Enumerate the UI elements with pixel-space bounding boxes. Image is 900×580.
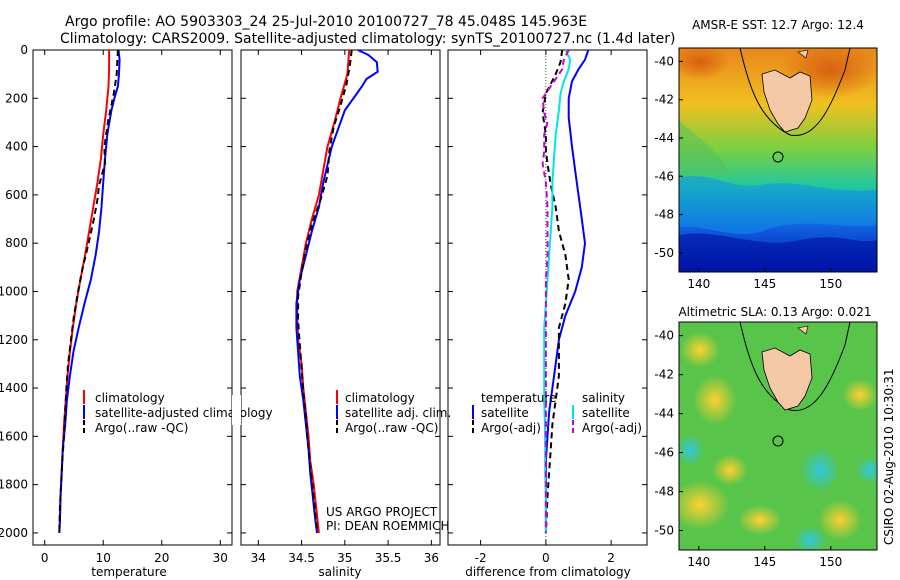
sst-map-ticks: 140 145 150 -40 -42 -44 -46 -48 -50 — [654, 54, 842, 291]
map-y-tick-label: -42 — [654, 368, 674, 382]
map-y-tick-label: -48 — [654, 485, 674, 499]
map-y-tick-label: -44 — [654, 407, 674, 421]
map-x-tick-label: 140 — [687, 555, 710, 569]
y-tick-label: 2000 — [0, 526, 28, 540]
legend-label-temp-argo: Argo(-adj) — [481, 421, 541, 435]
y-tick-label: 1800 — [0, 478, 28, 492]
x-tick-label: 36 — [424, 551, 439, 565]
salinity-axes — [240, 49, 441, 546]
map-y-tick-label: -46 — [654, 446, 674, 460]
salinity-plot: 34 34.5 35 35.5 36 — [241, 49, 440, 565]
map-x-tick-label: 150 — [819, 277, 842, 291]
difference-legend: temperature satellite Argo(-adj) salinit… — [472, 391, 642, 435]
sla-map-ticks: 140 145 150 -40 -42 -44 -46 -48 -50 — [654, 329, 842, 569]
x-tick-label: 35 — [337, 551, 352, 565]
x-tick-label: 20 — [154, 551, 169, 565]
series-line-temperature-argo-adj- — [541, 49, 570, 533]
timestamp-label: CSIRO 02-Aug-2010 10:30:31 — [882, 369, 896, 545]
difference-plot: -2 0 2 — [448, 49, 647, 565]
project-note-line-2: PI: DEAN ROEMMICH — [326, 519, 449, 533]
y-tick-label: 0 — [20, 43, 28, 57]
map-x-tick-label: 150 — [819, 555, 842, 569]
project-note-line-1: US ARGO PROJECT — [326, 505, 438, 519]
map-y-tick-label: -44 — [654, 131, 674, 145]
header-line-1: Argo profile: AO 5903303_24 25-Jul-2010 … — [65, 14, 587, 30]
map-x-tick-label: 145 — [753, 277, 776, 291]
map-y-tick-label: -50 — [654, 524, 674, 538]
sla-map-frame — [678, 321, 878, 551]
y-tick-label: 600 — [5, 188, 28, 202]
series-line-salinity-argo-adj- — [541, 49, 570, 533]
x-tick-label: 0 — [41, 551, 49, 565]
salinity-xlabel: salinity — [318, 565, 361, 579]
sst-map-frame — [678, 47, 878, 273]
y-tick-label: 400 — [5, 140, 28, 154]
x-tick-label: -2 — [475, 551, 487, 565]
sst-argo-marker — [772, 151, 784, 163]
legend-label-sal-argo: Argo(-adj) — [582, 421, 642, 435]
sla-map — [679, 322, 877, 550]
temperature-plot: 0 10 20 30 0 200 400 600 800 1000 1200 1400 1600 1800… — [0, 43, 232, 565]
y-tick-label: 1600 — [0, 429, 28, 443]
x-tick-label: 34 — [251, 551, 266, 565]
series-line-satellite-adjusted-climatology — [58, 49, 121, 533]
y-tick-label: 1400 — [0, 381, 28, 395]
x-tick-label: 2 — [607, 551, 615, 565]
series-line-temperature-satellite — [544, 49, 590, 533]
sla-argo-marker — [772, 435, 784, 447]
map-y-tick-label: -42 — [654, 93, 674, 107]
legend-title-salinity: salinity — [582, 391, 625, 405]
legend-label-argo: Argo(..raw -QC) — [95, 421, 188, 435]
map-y-tick-label: -48 — [654, 208, 674, 222]
legend-label-satellite: satellite adj. clim. — [345, 406, 451, 420]
legend-title-temperature: temperature — [481, 391, 556, 405]
legend-label-sal-satellite: satellite — [582, 406, 630, 420]
y-tick-label: 200 — [5, 91, 28, 105]
map-y-tick-label: -40 — [654, 54, 674, 68]
series-line-argo-raw-qc- — [297, 49, 353, 533]
map-x-tick-label: 145 — [753, 555, 776, 569]
legend-label-temp-satellite: satellite — [481, 406, 529, 420]
map-y-tick-label: -50 — [654, 246, 674, 260]
legend-label-argo: Argo(..raw -QC) — [345, 421, 438, 435]
series-line-argo-raw-qc- — [58, 49, 119, 533]
difference-xlabel: difference from climatology — [465, 565, 631, 579]
temperature-legend: climatology satellite-adjusted climatolo… — [83, 390, 273, 435]
x-tick-label: 30 — [213, 551, 228, 565]
temperature-axes — [32, 49, 233, 546]
sla-map-title: Altimetric SLA: 0.13 Argo: 0.021 — [678, 305, 871, 319]
salinity-legend: climatology satellite adj. clim. Argo(..… — [336, 390, 451, 435]
x-tick-label: 0 — [542, 551, 550, 565]
difference-axes — [447, 49, 648, 546]
legend-label-climatology: climatology — [95, 391, 165, 405]
map-y-tick-label: -40 — [654, 329, 674, 343]
y-tick-label: 1200 — [0, 333, 28, 347]
x-tick-label: 35.5 — [375, 551, 402, 565]
legend-label-satellite: satellite-adjusted climatology — [95, 406, 273, 420]
map-x-tick-label: 140 — [687, 277, 710, 291]
y-tick-label: 1000 — [0, 284, 28, 298]
sst-map — [679, 48, 877, 272]
x-tick-label: 10 — [96, 551, 111, 565]
header-line-2: Climatology: CARS2009. Satellite-adjuste… — [60, 31, 675, 47]
temperature-xlabel: temperature — [91, 565, 166, 579]
map-y-tick-label: -46 — [654, 169, 674, 183]
sst-map-title: AMSR-E SST: 12.7 Argo: 12.4 — [692, 18, 864, 32]
x-tick-label: 34.5 — [288, 551, 315, 565]
legend-label-climatology: climatology — [345, 391, 415, 405]
y-tick-label: 800 — [5, 236, 28, 250]
